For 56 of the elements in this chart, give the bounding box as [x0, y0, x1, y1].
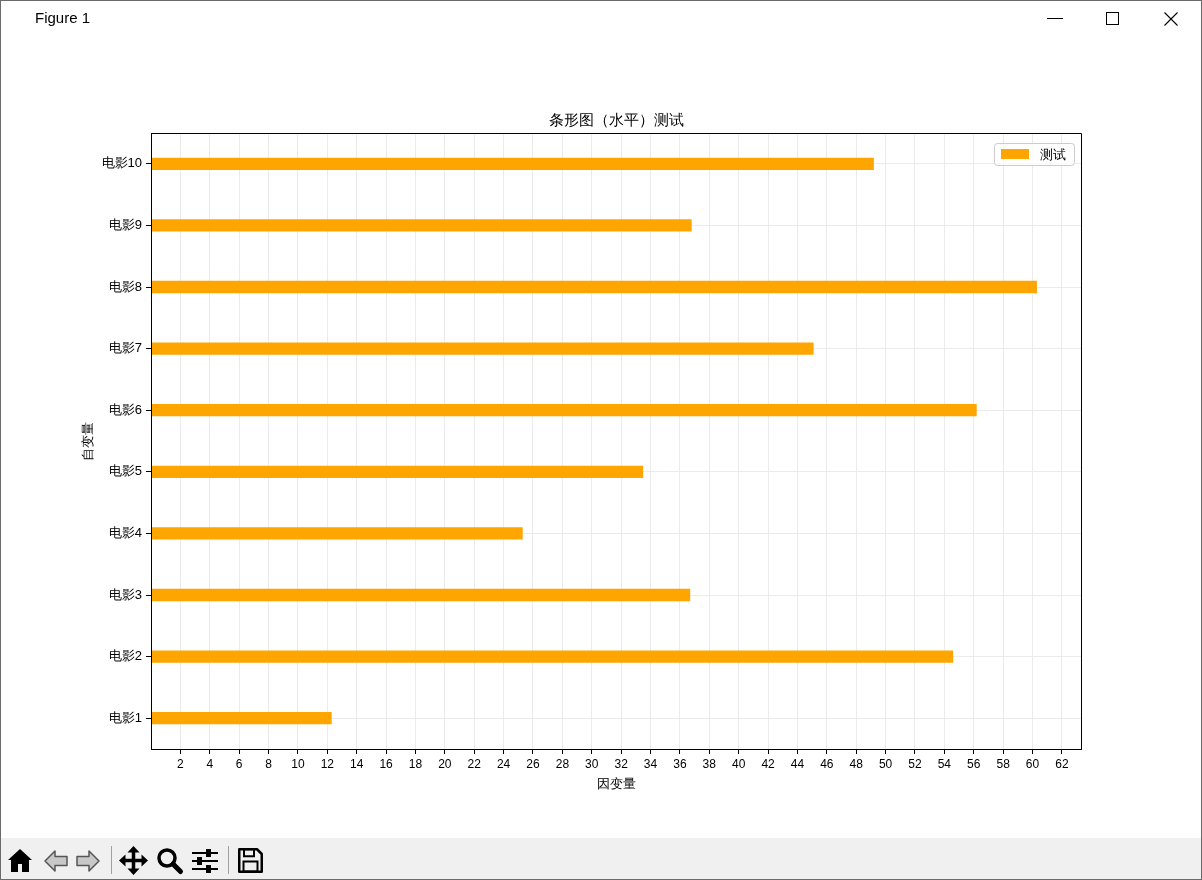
- x-tick-label: 34: [643, 756, 658, 771]
- y-tick-label: 电影7: [108, 340, 142, 356]
- x-tick-label: 4: [206, 756, 214, 771]
- x-tick-label: 38: [702, 756, 717, 771]
- x-axis-title: 因变量: [596, 775, 636, 791]
- bar: [151, 527, 523, 540]
- x-tick-label: 60: [1025, 756, 1040, 771]
- x-tick-label: 18: [408, 756, 423, 771]
- y-tick-label: 电影10: [101, 155, 142, 171]
- legend-label: 测试: [1040, 146, 1066, 162]
- bar: [151, 712, 332, 725]
- x-tick-label: 36: [673, 756, 687, 771]
- bar: [151, 219, 692, 232]
- x-tick-label: 2: [177, 756, 185, 771]
- x-tick-label: 32: [614, 756, 629, 771]
- y-tick-label: 电影6: [108, 401, 142, 417]
- bar: [151, 157, 874, 170]
- y-tick-label: 电影5: [108, 463, 142, 479]
- bar: [151, 404, 977, 417]
- x-tick-label: 12: [320, 756, 335, 771]
- y-axis-title: 自变量: [80, 421, 96, 461]
- x-tick-label: 56: [967, 756, 981, 771]
- caption: Figure 1: [35, 9, 91, 27]
- x-tick-label: 8: [265, 756, 273, 771]
- x-tick-label: 30: [585, 756, 599, 771]
- x-tick-label: 10: [291, 756, 305, 771]
- bar: [151, 650, 954, 663]
- x-tick-label: 44: [790, 756, 805, 771]
- bar: [151, 465, 644, 478]
- x-tick-label: 40: [732, 756, 746, 771]
- x-tick-label: 42: [761, 756, 776, 771]
- x-tick-label: 58: [996, 756, 1011, 771]
- y-tick-label: 电影3: [108, 586, 142, 602]
- y-tick-label: 电影2: [108, 648, 142, 664]
- bar: [151, 588, 691, 602]
- x-tick-label: 14: [350, 756, 364, 771]
- bar: [151, 342, 814, 355]
- x-tick-label: 28: [555, 756, 570, 771]
- y-tick-label: 电影1: [108, 709, 142, 725]
- y-tick-label: 电影9: [108, 216, 142, 232]
- x-tick-label: 48: [849, 756, 864, 771]
- x-tick-label: 6: [235, 756, 243, 771]
- chart-title: 条形图（水平）测试: [548, 111, 684, 129]
- x-tick-label: 20: [438, 756, 452, 771]
- x-tick-label: 50: [878, 756, 893, 771]
- x-tick-label: 52: [908, 756, 922, 771]
- x-tick-label: 54: [937, 756, 952, 771]
- x-tick-label: 16: [379, 756, 394, 771]
- y-tick-label: 电影4: [108, 524, 142, 540]
- x-tick-label: 22: [467, 756, 482, 771]
- y-tick-label: 电影8: [108, 278, 142, 294]
- x-tick-label: 26: [526, 756, 540, 771]
- x-tick-label: 62: [1055, 756, 1069, 771]
- bar: [151, 280, 1037, 294]
- x-tick-label: 46: [820, 756, 834, 771]
- x-tick-label: 24: [496, 756, 511, 771]
